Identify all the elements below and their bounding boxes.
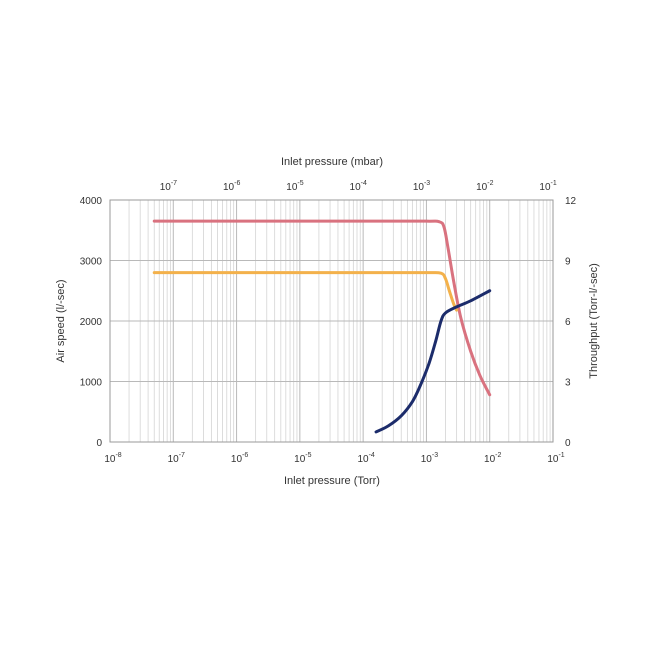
left-tick-label: 2000 xyxy=(80,317,103,328)
series-line-1 xyxy=(152,219,492,397)
series-line-2 xyxy=(152,271,459,312)
top-tick-label: 10-2 xyxy=(476,180,493,193)
series-line-3 xyxy=(374,289,492,434)
left-axis-title: Air speed (l/-sec) xyxy=(55,279,67,362)
top-tick-label: 10-5 xyxy=(286,180,303,193)
left-tick-label: 4000 xyxy=(80,196,103,207)
right-tick-label: 0 xyxy=(565,438,571,449)
bottom-axis-title: Inlet pressure (Torr) xyxy=(284,475,380,487)
right-axis-title: Throughput (Torr-l/-sec) xyxy=(588,263,600,379)
left-tick-label: 3000 xyxy=(80,257,103,268)
top-tick-label: 10-3 xyxy=(413,180,430,193)
bottom-tick-label: 10-5 xyxy=(294,452,311,465)
bottom-tick-label: 10-8 xyxy=(104,452,121,465)
bottom-tick-label: 10-3 xyxy=(421,452,438,465)
top-tick-label: 10-6 xyxy=(223,180,240,193)
right-tick-label: 3 xyxy=(565,378,571,389)
bottom-tick-label: 10-4 xyxy=(357,452,374,465)
top-tick-label: 10-1 xyxy=(539,180,556,193)
right-tick-label: 9 xyxy=(565,257,571,268)
bottom-tick-label: 10-7 xyxy=(168,452,185,465)
tick-labels: 10-8 10-7 10-6 10-5 10-4 10-3 10-2 10-1 10-7 10-6… xyxy=(80,180,577,465)
grid xyxy=(109,199,554,443)
right-tick-label: 6 xyxy=(565,317,571,328)
plot-frame xyxy=(109,199,554,443)
top-tick-label: 10-4 xyxy=(350,180,367,193)
bottom-tick-label: 10-2 xyxy=(484,452,501,465)
left-tick-label: 1000 xyxy=(80,378,103,389)
bottom-tick-label: 10-1 xyxy=(547,452,564,465)
left-tick-label: 0 xyxy=(96,438,102,449)
right-tick-label: 12 xyxy=(565,196,577,207)
top-tick-label: 10-7 xyxy=(160,180,177,193)
series-layer xyxy=(152,219,492,434)
top-axis-title: Inlet pressure (mbar) xyxy=(281,156,383,168)
bottom-tick-label: 10-6 xyxy=(231,452,248,465)
